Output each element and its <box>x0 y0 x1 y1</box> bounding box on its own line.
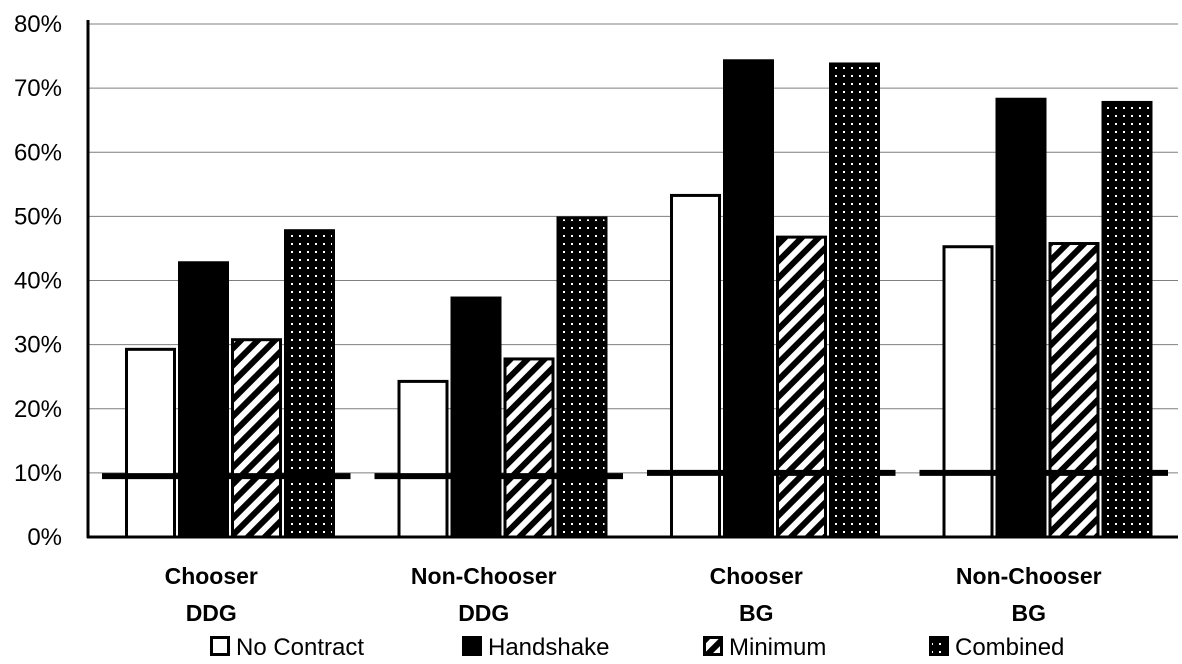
x-category-label-non-chooser-bg-line-1: Non-Chooser <box>956 563 1102 589</box>
bar-no-contract-chooser-bg <box>670 193 721 539</box>
x-category-label-non-chooser-ddg-line-2: DDG <box>458 600 509 626</box>
bar-no-contract-non-chooser-bg <box>942 245 994 539</box>
bar-no-contract-non-chooser-ddg <box>397 379 449 539</box>
x-category-label-chooser-ddg-line-1: Chooser <box>165 563 258 589</box>
legend: No Contract Handshake Minimum Combined <box>210 634 1064 661</box>
bar-no-contract-chooser-ddg <box>125 347 176 539</box>
legend-label-combined: Combined <box>955 634 1064 661</box>
bar-combined-non-chooser-ddg <box>556 216 608 539</box>
x-category-label-chooser-bg-line-2: BG <box>739 600 774 626</box>
y-tick-label-80: 80% <box>14 11 62 38</box>
x-category-label-chooser-ddg-line-2: DDG <box>186 600 237 626</box>
bar-minimum-non-chooser-ddg <box>503 357 555 539</box>
legend-swatch-combined <box>929 636 949 656</box>
legend-swatch-no-contract <box>210 636 230 656</box>
bar-combined-chooser-bg <box>829 62 880 539</box>
legend-label-minimum: Minimum <box>729 634 826 661</box>
bar-minimum-chooser-ddg <box>231 338 282 539</box>
bar-handshake-chooser-ddg <box>178 261 229 539</box>
legend-label-handshake: Handshake <box>488 634 609 661</box>
bar-minimum-chooser-bg <box>776 235 827 539</box>
legend-swatch-minimum <box>703 636 723 656</box>
bars <box>125 59 1153 539</box>
legend-label-no-contract: No Contract <box>236 634 364 661</box>
y-tick-label-20: 20% <box>14 396 62 423</box>
x-category-label-chooser-bg-line-1: Chooser <box>710 563 803 589</box>
y-tick-label-50: 50% <box>14 203 62 230</box>
y-tick-label-0: 0% <box>27 524 62 551</box>
y-tick-label-30: 30% <box>14 332 62 359</box>
x-category-label-non-chooser-bg-line-2: BG <box>1012 600 1047 626</box>
bar-handshake-non-chooser-bg <box>995 97 1047 539</box>
axes <box>86 20 1178 539</box>
bar-handshake-non-chooser-ddg <box>450 296 502 539</box>
y-tick-label-60: 60% <box>14 139 62 166</box>
x-category-label-non-chooser-ddg-line-1: Non-Chooser <box>411 563 557 589</box>
bar-handshake-chooser-bg <box>723 59 774 539</box>
y-tick-label-70: 70% <box>14 75 62 102</box>
axis-labels: 0% 10% 20% 30% 40% 50% 60% 70% 80% Chooser DDG Non-… <box>14 11 1102 626</box>
bar-combined-chooser-ddg <box>284 229 335 539</box>
y-tick-label-40: 40% <box>14 268 62 295</box>
legend-swatch-handshake <box>462 636 482 656</box>
bar-minimum-non-chooser-bg <box>1048 242 1100 539</box>
reference-lines <box>102 469 1168 480</box>
y-tick-label-10: 10% <box>14 460 62 487</box>
